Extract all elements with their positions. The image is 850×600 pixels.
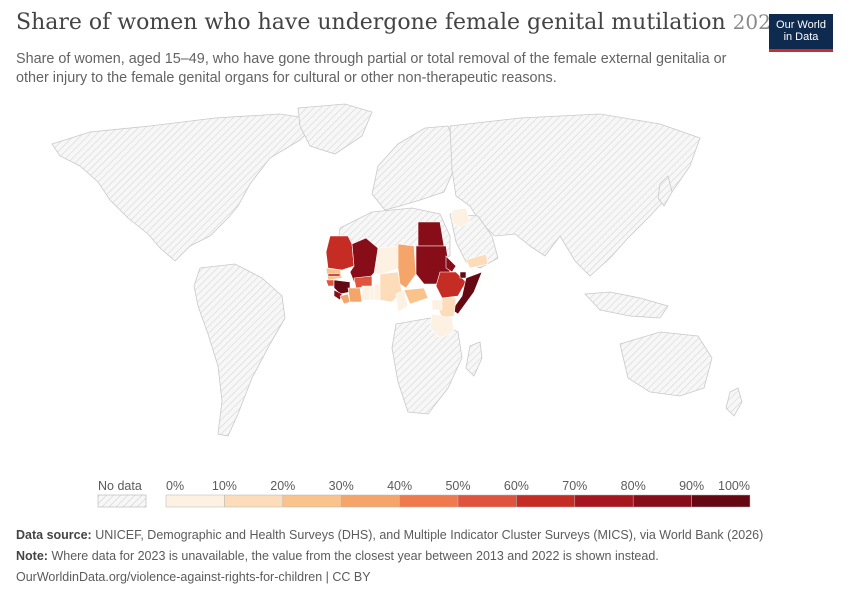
chart-title: Share of women who have undergone female…: [16, 10, 784, 35]
country-ethiopia[interactable]: [435, 271, 467, 299]
new-zealand: [725, 387, 743, 417]
legend-tick-label: 10%: [212, 479, 237, 493]
data-source-label: Data source:: [16, 528, 92, 542]
legend-tick-label: 30%: [329, 479, 354, 493]
chart-subtitle: Share of women, aged 15–49, who have gon…: [16, 51, 727, 86]
country-tanzania[interactable]: [429, 313, 455, 339]
country-central-african-republic[interactable]: [403, 287, 429, 305]
chart-title-text: Share of women who have undergone female…: [16, 10, 726, 35]
color-legend: No data 0% 10% 20% 30% 40% 50% 60% 70% 80% 90% 100…: [97, 479, 751, 508]
choropleth-countries: [325, 207, 489, 339]
country-guinea[interactable]: [333, 279, 351, 295]
legend-tick-label: 100%: [718, 479, 750, 493]
legend-bin-9[interactable]: [691, 494, 751, 508]
legend-bin-1[interactable]: [224, 494, 284, 508]
data-source-line: Data source: UNICEF, Demographic and Hea…: [16, 528, 763, 542]
data-source-text: UNICEF, Demographic and Health Surveys (…: [95, 528, 764, 542]
note-text: Where data for 2023 is unavailable, the …: [51, 549, 659, 563]
legend-bin-2[interactable]: [282, 494, 342, 508]
country-chad[interactable]: [397, 243, 417, 289]
legend-bin-6[interactable]: [516, 494, 576, 508]
madagascar: [465, 341, 483, 377]
logo-line-1: Our World: [776, 19, 826, 31]
country-iraq[interactable]: [451, 207, 471, 229]
country-sierra-leone[interactable]: [333, 289, 343, 301]
country-uganda[interactable]: [431, 299, 443, 311]
owid-logo[interactable]: Our World in Data: [769, 14, 833, 52]
world-map: [51, 103, 743, 437]
source-url-link[interactable]: OurWorldinData.org/violence-against-righ…: [16, 570, 371, 584]
europe: [371, 125, 457, 211]
legend-tick-label: 40%: [387, 479, 412, 493]
australia: [619, 331, 713, 397]
legend-bin-0[interactable]: [165, 494, 225, 508]
legend-bin-3[interactable]: [340, 494, 400, 508]
legend-tick-label: 50%: [445, 479, 470, 493]
country-togo[interactable]: [369, 285, 375, 301]
north-america: [51, 113, 321, 262]
logo-line-2: in Data: [783, 31, 819, 43]
country-niger[interactable]: [373, 245, 401, 275]
legend-tick-label: 90%: [679, 479, 704, 493]
southeast-asia-islands: [584, 291, 669, 319]
legend-bins: [165, 494, 751, 508]
legend-bin-7[interactable]: [574, 494, 634, 508]
country-ghana[interactable]: [361, 285, 371, 301]
asia: [449, 113, 701, 277]
legend-tick-label: 70%: [562, 479, 587, 493]
country-djibouti[interactable]: [459, 271, 467, 279]
country-yemen[interactable]: [465, 253, 489, 269]
south-america: [193, 263, 286, 437]
japan: [657, 175, 673, 207]
legend-bin-8[interactable]: [632, 494, 692, 508]
legend-nodata-swatch[interactable]: [97, 494, 147, 508]
note-label: Note:: [16, 549, 48, 563]
country-gambia[interactable]: [327, 273, 341, 277]
legend-bin-4[interactable]: [399, 494, 459, 508]
country-somalia[interactable]: [451, 271, 483, 315]
greenland: [297, 103, 373, 155]
country-guinea-bissau[interactable]: [325, 279, 335, 287]
country-cote-divoire[interactable]: [347, 287, 363, 303]
legend-tick-label: 80%: [621, 479, 646, 493]
nodata-landmasses: [51, 103, 743, 437]
legend-bin-5[interactable]: [457, 494, 517, 508]
legend-nodata-label: No data: [98, 479, 142, 493]
note-line: Note: Where data for 2023 is unavailable…: [16, 549, 659, 563]
country-egypt[interactable]: [417, 221, 445, 247]
country-liberia[interactable]: [339, 293, 351, 305]
country-mauritania[interactable]: [325, 235, 355, 271]
country-benin[interactable]: [373, 283, 381, 301]
legend-tick-label: 20%: [270, 479, 295, 493]
country-cameroon[interactable]: [395, 289, 409, 313]
legend-tick-label: 60%: [504, 479, 529, 493]
legend-ticks: 0% 10% 20% 30% 40% 50% 60% 70% 80% 90% 100%: [166, 479, 750, 493]
legend-tick-label: 0%: [166, 479, 184, 493]
